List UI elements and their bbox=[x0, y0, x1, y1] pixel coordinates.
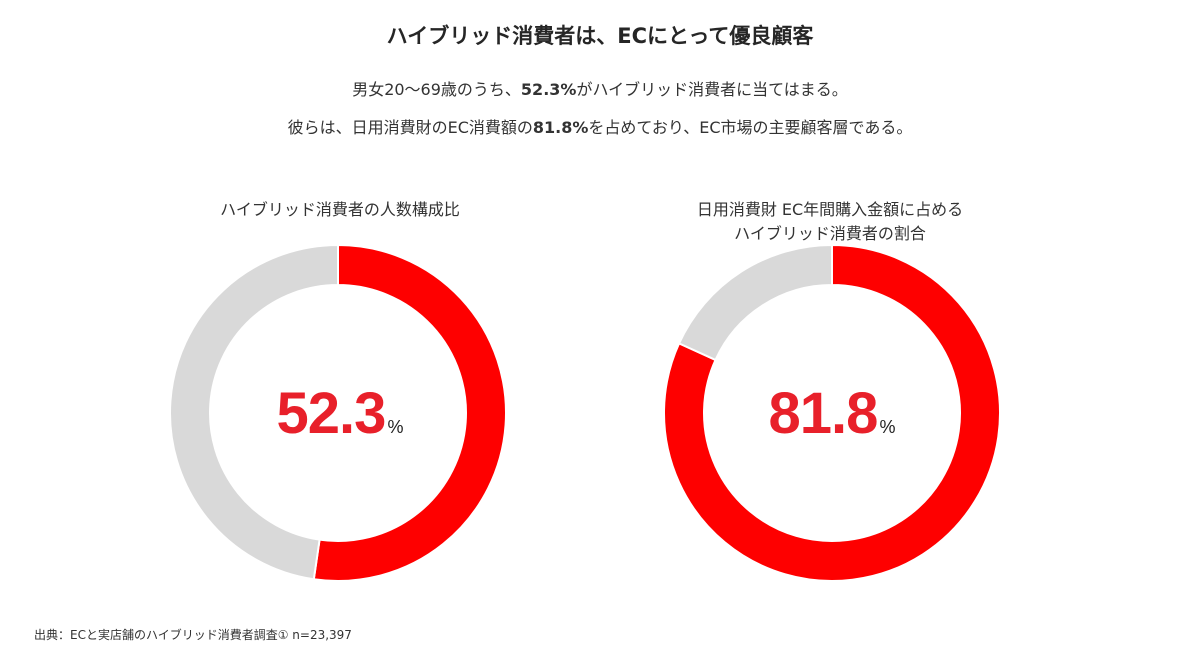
donut-right-title-line-1: 日用消費財 EC年間購入金額に占める bbox=[696, 200, 964, 219]
donut-left-chart bbox=[169, 243, 507, 582]
page-title: ハイブリッド消費者は、ECにとって優良顧客 bbox=[386, 24, 814, 48]
donut-left-slice-remainder bbox=[169, 243, 339, 581]
donut-left-slice-highlight bbox=[312, 243, 507, 582]
donut-right-title-line-2: ハイブリッド消費者の割合 bbox=[734, 224, 926, 243]
donut-right-chart bbox=[663, 243, 1001, 582]
donut-left-value: 52.3 bbox=[276, 381, 387, 446]
subtitle-1-suffix: がハイブリッド消費者に当てはまる。 bbox=[576, 80, 848, 99]
donut-right-slice-remainder bbox=[677, 243, 833, 362]
donut-left-unit: % bbox=[387, 417, 404, 437]
subtitle-2-prefix: 彼らは、日用消費財のEC消費額の bbox=[287, 118, 533, 137]
subtitle-line-1: 男女20〜69歳のうち、52.3%がハイブリッド消費者に当てはまる。 bbox=[0, 76, 1200, 100]
subtitle-2-highlight: 81.8% bbox=[532, 118, 589, 137]
donut-right-value: 81.8 bbox=[768, 381, 879, 446]
donut-right-slice-highlight bbox=[663, 243, 1001, 582]
donut-right-center-value: 81.8% bbox=[682, 380, 982, 447]
donut-right-title: 日用消費財 EC年間購入金額に占める ハイブリッド消費者の割合 bbox=[660, 198, 1000, 246]
donut-left-title: ハイブリッド消費者の人数構成比 bbox=[220, 200, 460, 219]
donut-left-center-value: 52.3% bbox=[190, 380, 490, 447]
subtitle-2-suffix: を占めており、EC市場の主要顧客層である。 bbox=[588, 118, 913, 137]
subtitle-1-highlight: 52.3% bbox=[520, 80, 577, 99]
donut-right-unit: % bbox=[879, 417, 896, 437]
subtitle-line-2: 彼らは、日用消費財のEC消費額の81.8%を占めており、EC市場の主要顧客層であ… bbox=[0, 114, 1200, 138]
source-note: 出典：ECと実店舗のハイブリッド消費者調査① n=23,397 bbox=[34, 628, 352, 642]
subtitle-1-prefix: 男女20〜69歳のうち、 bbox=[352, 80, 521, 99]
